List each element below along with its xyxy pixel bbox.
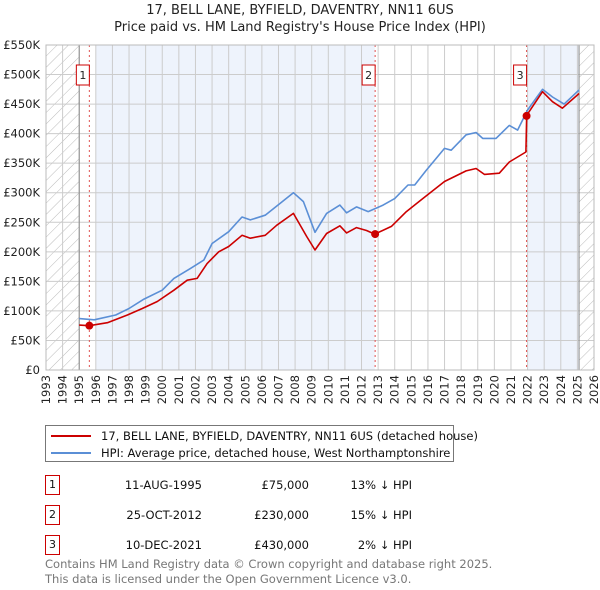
x-tick-label: 2023 — [537, 375, 551, 404]
y-tick-label: £300K — [3, 186, 40, 200]
x-tick-label: 2021 — [504, 375, 518, 404]
x-tick-label: 1993 — [39, 375, 53, 404]
x-tick-label: 2024 — [554, 375, 568, 404]
legend-label-property: 17, BELL LANE, BYFIELD, DAVENTRY, NN11 6… — [101, 428, 478, 443]
x-tick-label: 2004 — [222, 375, 236, 404]
y-tick-label: £250K — [3, 215, 40, 229]
x-tick-label: 2015 — [404, 375, 418, 404]
x-tick-label: 1998 — [122, 375, 136, 404]
x-tick-label: 2016 — [421, 375, 435, 404]
y-tick-label: £500K — [3, 68, 40, 82]
transaction-price: £230,000 — [254, 508, 309, 522]
x-tick-label: 2007 — [271, 375, 285, 404]
x-tick-label: 2017 — [438, 375, 452, 404]
transaction-row: 2 25-OCT-2012 £230,000 15% ↓ HPI — [45, 505, 412, 525]
y-tick-label: £50K — [11, 333, 41, 347]
x-tick-label: 2006 — [255, 375, 269, 404]
x-tick-label: 2019 — [471, 375, 485, 404]
legend-blue-line — [51, 451, 91, 454]
x-tick-label: 2008 — [288, 375, 302, 404]
hpi-series-line — [79, 88, 580, 321]
transaction-hpi: 15% ↓ HPI — [350, 508, 412, 522]
x-tick-label: 2009 — [305, 375, 319, 404]
transaction-number: 2 — [45, 505, 60, 525]
legend-item-property: 17, BELL LANE, BYFIELD, DAVENTRY, NN11 6… — [51, 427, 478, 444]
x-tick-label: 2002 — [188, 375, 202, 404]
x-tick-label: 2018 — [454, 375, 468, 404]
sale-label: 2 — [365, 69, 372, 82]
transaction-row: 3 10-DEC-2021 £430,000 2% ↓ HPI — [45, 535, 412, 555]
x-tick-label: 2014 — [388, 375, 402, 404]
x-tick-label: 1994 — [56, 375, 70, 404]
sale-label: 1 — [79, 69, 86, 82]
y-tick-label: £400K — [3, 127, 40, 141]
x-tick-label: 1999 — [139, 375, 153, 404]
y-tick-label: £0 — [25, 363, 40, 377]
transaction-price: £75,000 — [261, 478, 309, 492]
sale-point — [85, 321, 94, 330]
sale-point — [371, 230, 380, 239]
transaction-date: 11-AUG-1995 — [124, 478, 202, 492]
transaction-number: 1 — [45, 475, 60, 495]
chart-subtitle: Price paid vs. HM Land Registry's House … — [114, 20, 486, 35]
x-tick-label: 2010 — [321, 375, 335, 404]
transaction-date: 25-OCT-2012 — [126, 508, 202, 522]
legend: 17, BELL LANE, BYFIELD, DAVENTRY, NN11 6… — [45, 425, 478, 462]
transaction-price: £430,000 — [254, 538, 309, 552]
sale-label-box — [513, 64, 528, 86]
y-tick-label: £150K — [3, 274, 40, 288]
hatched-region-after — [579, 45, 594, 370]
legend-label-hpi: HPI: Average price, detached house, West… — [101, 445, 451, 460]
x-tick-label: 1996 — [89, 375, 103, 404]
x-tick-label: 2005 — [238, 375, 252, 404]
transaction-hpi: 13% ↓ HPI — [350, 478, 412, 492]
shaded-period — [95, 45, 375, 370]
x-tick-label: 2026 — [587, 375, 600, 404]
transaction-date: 10-DEC-2021 — [125, 538, 202, 552]
x-tick-label: 2025 — [570, 375, 584, 404]
y-tick-label: £550K — [3, 38, 40, 52]
footer-licence: This data is licensed under the Open Gov… — [45, 572, 412, 586]
y-tick-label: £200K — [3, 245, 40, 259]
sale-label-box — [75, 64, 90, 86]
sale-point — [522, 111, 531, 120]
x-tick-label: 1997 — [105, 375, 119, 404]
legend-red-line — [51, 434, 91, 437]
plot-border — [45, 44, 595, 371]
transaction-hpi: 2% ↓ HPI — [357, 538, 412, 552]
x-tick-label: 2020 — [487, 375, 501, 404]
transaction-number: 3 — [45, 535, 60, 555]
price-chart: 1993 1994 1995 1996 1997 1998 1999 2000 2001 2002… — [3, 38, 600, 404]
y-tick-label: £100K — [3, 304, 40, 318]
y-tick-label: £350K — [3, 156, 40, 170]
x-tick-label: 1995 — [72, 375, 86, 404]
shaded-period — [527, 45, 580, 370]
chart-title: 17, BELL LANE, BYFIELD, DAVENTRY, NN11 6… — [146, 3, 454, 18]
x-tick-label: 2011 — [338, 375, 352, 404]
sale-label: 3 — [517, 69, 524, 82]
x-tick-label: 2003 — [205, 375, 219, 404]
y-tick-label: £450K — [3, 97, 40, 111]
legend-item-hpi: HPI: Average price, detached house, West… — [51, 444, 450, 461]
property-series-line — [79, 90, 580, 327]
x-tick-label: 2012 — [355, 375, 369, 404]
x-tick-label: 2000 — [155, 375, 169, 404]
x-tick-label: 2022 — [521, 375, 535, 404]
sale-label-box — [361, 64, 376, 86]
footer-copyright: Contains HM Land Registry data © Crown c… — [45, 557, 493, 571]
x-tick-label: 2013 — [371, 375, 385, 404]
transaction-row: 1 11-AUG-1995 £75,000 13% ↓ HPI — [45, 475, 412, 495]
x-tick-label: 2001 — [172, 375, 186, 404]
